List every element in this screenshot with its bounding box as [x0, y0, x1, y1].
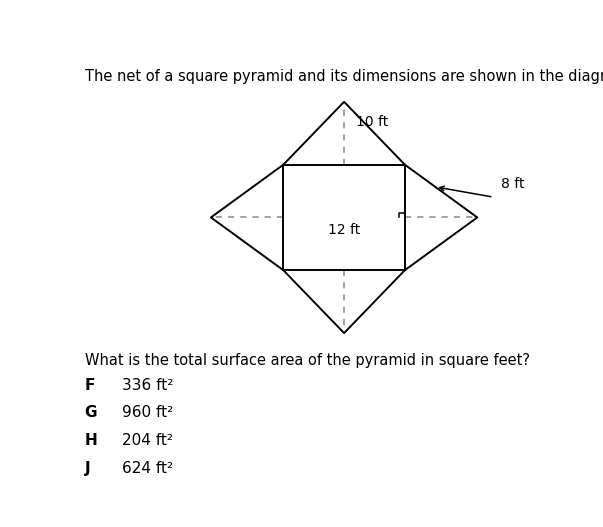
Text: G: G [84, 405, 97, 421]
Text: 336 ft²: 336 ft² [122, 378, 174, 393]
Text: 960 ft²: 960 ft² [122, 405, 173, 421]
Text: 12 ft: 12 ft [328, 222, 360, 237]
Text: J: J [84, 461, 90, 475]
Text: The net of a square pyramid and its dimensions are shown in the diagram.: The net of a square pyramid and its dime… [84, 70, 603, 84]
Text: 10 ft: 10 ft [356, 115, 388, 129]
Text: F: F [84, 378, 95, 393]
Text: What is the total surface area of the pyramid in square feet?: What is the total surface area of the py… [84, 354, 529, 368]
Text: 624 ft²: 624 ft² [122, 461, 173, 475]
Text: H: H [84, 433, 98, 448]
Text: 8 ft: 8 ft [500, 177, 524, 191]
Text: 204 ft²: 204 ft² [122, 433, 173, 448]
